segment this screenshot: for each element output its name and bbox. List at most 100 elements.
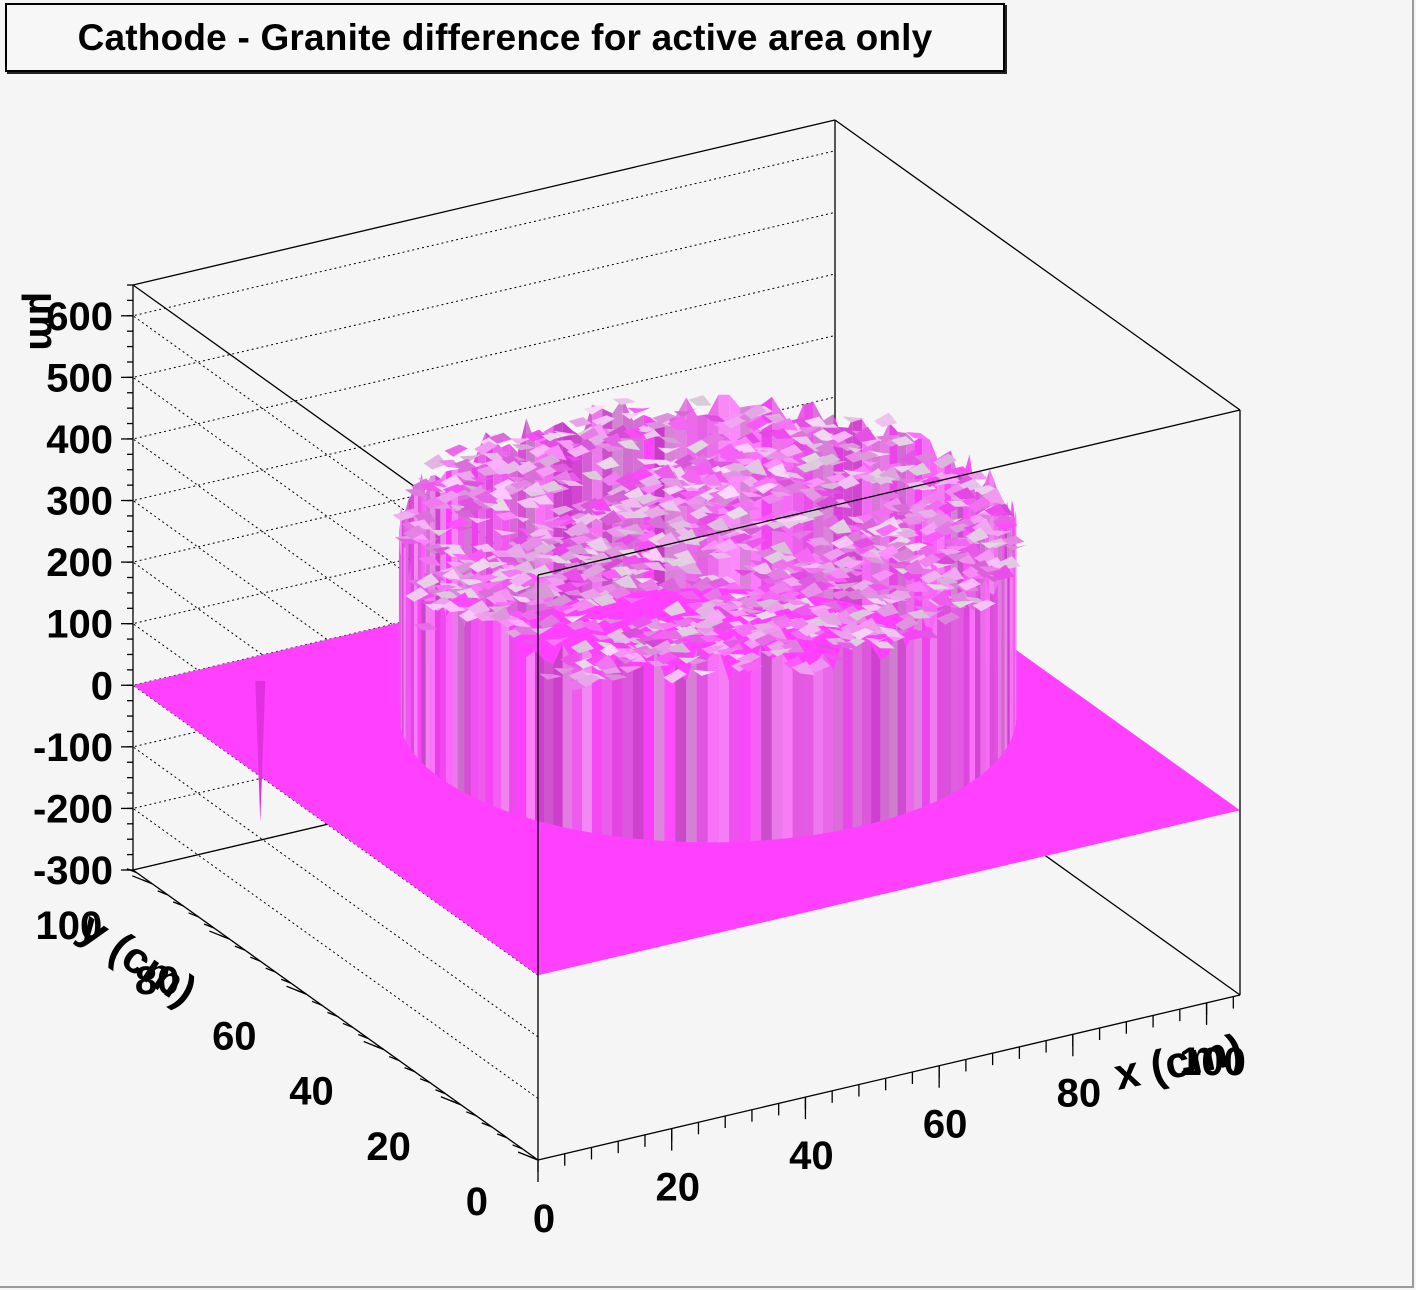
surface-cell (441, 597, 466, 613)
frame-edge (537, 994, 1241, 1161)
surface-cell (578, 588, 602, 600)
surface-cell (627, 407, 651, 414)
surface-cell (736, 543, 760, 552)
surface-cell (848, 570, 872, 577)
surface-cell (543, 444, 567, 461)
surface-cell (720, 470, 744, 481)
surface-cell (536, 614, 561, 630)
y-minor-tick (388, 1055, 400, 1062)
surface-cell (621, 410, 645, 420)
surface-cell (500, 569, 524, 578)
surface-cell (1001, 535, 1025, 546)
surface-cell (514, 460, 538, 475)
surface-cell (556, 439, 580, 450)
surface-cell (786, 565, 811, 572)
surface-cell (492, 588, 516, 602)
surface-cell (754, 633, 778, 647)
surface-cell (409, 519, 433, 530)
surface-cell (917, 553, 941, 568)
surface-cell (709, 462, 734, 476)
surface-cell (535, 465, 559, 477)
gridline-z (131, 581, 836, 1038)
surface-cell (583, 527, 608, 535)
surface-cell (727, 522, 751, 531)
surface-cell (495, 446, 519, 457)
surface-cell (594, 654, 618, 671)
surface-cell (995, 523, 1019, 531)
surface-cell (930, 589, 954, 607)
surface-cell (453, 458, 477, 470)
surface-cell (453, 509, 477, 519)
surface-cell (591, 634, 615, 641)
disk-wall (664, 663, 676, 842)
surface-cell (603, 545, 627, 558)
disk-wall (989, 592, 994, 768)
disk-wall (937, 605, 945, 801)
disk-wall (686, 648, 697, 843)
disk-wall (792, 667, 804, 838)
y-minor-tick (481, 1122, 492, 1128)
disk-wall (950, 595, 958, 795)
surface-cell (583, 405, 607, 415)
surface-cell (716, 648, 740, 657)
surface-cell (930, 562, 954, 569)
surface-cell (677, 590, 701, 600)
surface-cell (822, 548, 846, 561)
surface-cell (614, 574, 638, 589)
x-tick-label: 80 (1057, 1071, 1102, 1115)
surface-cell (438, 459, 462, 469)
surface-cell (717, 603, 742, 612)
surface-cell (716, 443, 740, 458)
disk-wall (823, 652, 834, 834)
disk-wall (471, 602, 479, 800)
surface-cell (973, 485, 997, 496)
y-minor-tick (512, 1144, 523, 1150)
surface-cell (790, 479, 814, 486)
surface-cell (470, 476, 494, 483)
surface-cell (673, 408, 697, 418)
surface-cell (495, 511, 519, 521)
surface-cell (688, 616, 712, 624)
surface-cell (611, 524, 635, 531)
surface-cell (468, 517, 492, 524)
surface-cell (392, 511, 416, 521)
gridline-z (131, 150, 836, 607)
disk-wall (622, 644, 633, 839)
surface-cell (793, 603, 817, 616)
surface-cell (674, 454, 698, 469)
surface-cell (661, 629, 685, 640)
surface-cell (867, 450, 892, 457)
surface-cell (620, 497, 644, 508)
surface-cell (870, 507, 894, 519)
surface-cell (588, 497, 612, 512)
surface-cell (424, 603, 449, 611)
disk-wall (435, 594, 441, 779)
surface-cell (617, 511, 641, 519)
surface-cell (735, 458, 759, 466)
surface-cell (815, 495, 839, 510)
disk-wall (980, 579, 986, 776)
disk-wall (944, 597, 951, 798)
surface-cell (754, 447, 778, 454)
surface-cell (965, 527, 989, 543)
surface-cell (710, 502, 734, 509)
surface-cell (522, 636, 546, 645)
surface-cell (664, 560, 688, 567)
surface-cell (861, 457, 885, 467)
surface-cell (622, 597, 647, 604)
x-tick-label: 0 (533, 1197, 555, 1241)
surface-cell (452, 553, 476, 560)
surface-cell (871, 569, 895, 582)
surface-cell (842, 469, 867, 476)
y-minor-tick (280, 978, 292, 984)
surface-cell (663, 600, 687, 617)
surface-cell (636, 458, 660, 465)
disk-wall (602, 648, 613, 836)
disk-wall (782, 653, 793, 839)
surface-cell (516, 497, 540, 509)
surface-cell (509, 571, 533, 588)
surface-cell (768, 581, 792, 595)
surface-cell (555, 582, 579, 593)
surface-cell (621, 627, 645, 639)
surface-cell (467, 460, 492, 468)
